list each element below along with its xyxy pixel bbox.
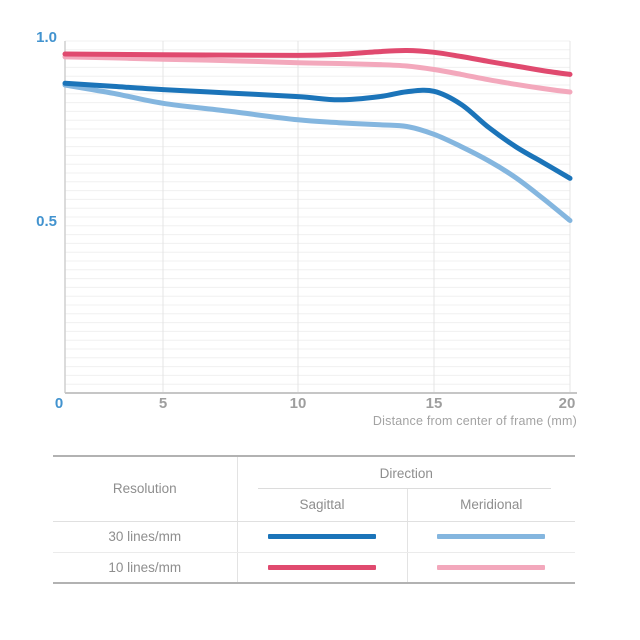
legend-line-30-sagittal [268,534,376,539]
direction-header-label: Direction [379,465,433,481]
direction-underline [257,488,551,489]
legend-table: Resolution Direction Sagittal Meridional… [53,455,575,584]
legend-line-10-meridional [437,564,546,570]
legend-line-30-meridional [437,534,546,539]
curve-30-lines-mm-meridional [62,82,573,223]
chart-canvas [62,40,577,394]
mtf-chart: 1.0 0.5 0 5 10 15 20 Distance from cente… [36,29,577,428]
legend-row-30-lines: 30 lines/mm [53,521,575,553]
legend-label-30-lines: 30 lines/mm [53,521,238,553]
legend-resolution-header: Resolution [53,456,238,522]
x-axis-tick-0: 0 [54,395,64,412]
legend-direction-header: Direction [237,456,575,489]
legend-line-10-sagittal [268,564,376,570]
y-axis-tick-1-0: 1.0 [36,29,57,46]
legend-sagittal-header: Sagittal [237,489,407,522]
y-axis-tick-0-5: 0.5 [36,213,57,230]
x-axis-tick-5: 5 [158,395,168,412]
legend-meridional-header: Meridional [406,489,575,522]
legend-row-10-lines: 10 lines/mm [53,552,575,583]
x-axis-tick-20: 20 [558,395,576,412]
x-axis-title: Distance from center of frame (mm) [372,414,577,428]
x-axis-tick-15: 15 [425,395,443,412]
x-axis-tick-10: 10 [289,395,307,412]
curve-10-lines-mm-sagittal [62,47,573,77]
legend-label-10-lines: 10 lines/mm [53,552,238,583]
curve-10-lines-mm-meridional [62,54,573,95]
curve-30-lines-mm-sagittal [62,80,573,181]
